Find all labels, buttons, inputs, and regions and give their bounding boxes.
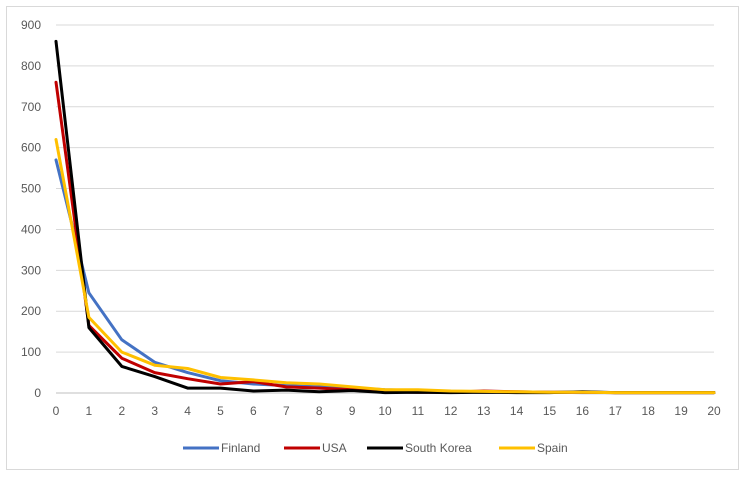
x-tick-label: 1 (86, 404, 93, 418)
x-tick-label: 6 (250, 404, 257, 418)
legend-label: South Korea (405, 441, 472, 455)
legend-label: Finland (221, 441, 260, 455)
legend-label: Spain (537, 441, 568, 455)
x-tick-label: 18 (642, 404, 656, 418)
x-tick-label: 4 (184, 404, 191, 418)
series-line-spain (54, 138, 716, 395)
y-axis-ticks: 0 100 200 300 400 500 600 700 800 900 (21, 18, 41, 400)
x-tick-label: 16 (576, 404, 590, 418)
x-axis-ticks: 0 1 2 3 4 5 6 7 8 9 10 11 12 13 14 15 16 17 18 19 20 (53, 404, 721, 418)
series-line-south-korea (54, 39, 716, 395)
x-tick-label: 12 (444, 404, 458, 418)
y-tick-label: 0 (34, 386, 41, 400)
series-line-usa (54, 80, 716, 395)
y-tick-label: 600 (21, 141, 41, 155)
x-tick-label: 0 (53, 404, 60, 418)
y-tick-label: 200 (21, 304, 41, 318)
x-tick-label: 2 (118, 404, 125, 418)
x-tick-label: 7 (283, 404, 290, 418)
y-tick-label: 700 (21, 100, 41, 114)
x-tick-label: 9 (349, 404, 356, 418)
x-tick-label: 15 (543, 404, 557, 418)
gridlines (56, 24, 714, 394)
x-tick-label: 11 (412, 404, 425, 418)
y-tick-label: 900 (21, 18, 41, 32)
x-tick-label: 5 (217, 404, 224, 418)
x-tick-label: 8 (316, 404, 323, 418)
y-tick-label: 400 (21, 222, 41, 236)
y-tick-label: 100 (21, 345, 41, 359)
x-tick-label: 3 (151, 404, 158, 418)
legend-label: USA (322, 441, 347, 455)
x-tick-label: 20 (707, 404, 721, 418)
legend: Finland USA South Korea Spain (183, 441, 568, 455)
x-tick-label: 19 (674, 404, 688, 418)
y-tick-label: 300 (21, 263, 41, 277)
x-tick-label: 13 (477, 404, 491, 418)
x-tick-label: 10 (378, 404, 392, 418)
x-tick-label: 17 (609, 404, 623, 418)
series-line-finland (54, 158, 716, 395)
x-tick-label: 14 (510, 404, 524, 418)
y-tick-label: 800 (21, 59, 41, 73)
series-lines (54, 39, 716, 395)
y-tick-label: 500 (21, 182, 41, 196)
